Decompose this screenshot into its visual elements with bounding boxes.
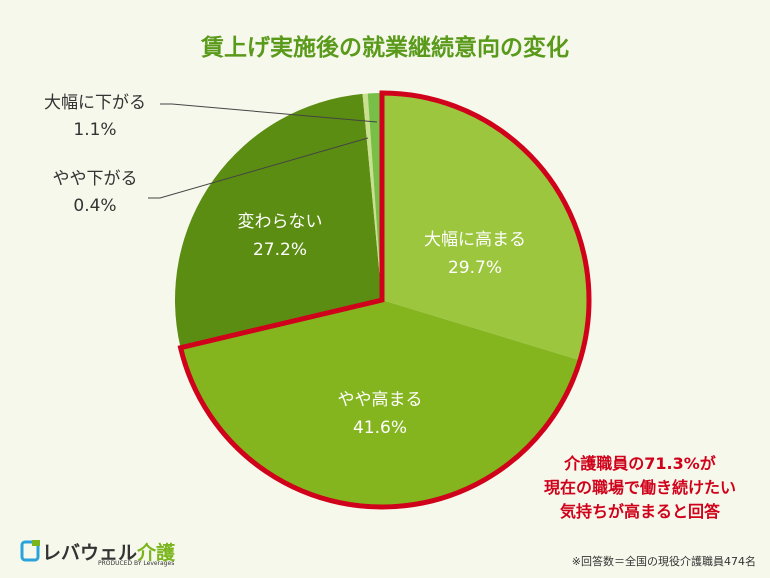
chart-title: 賃上げ実施後の就業継続意向の変化: [201, 35, 569, 61]
pie-slice-3: [362, 93, 382, 301]
logo: レバウェル 介護 PRODUCED BY Leverages: [20, 538, 176, 567]
slice-label-3: やや下がる 0.4%: [52, 169, 138, 216]
logo-icon: [20, 539, 40, 561]
leader-line-3: [148, 137, 369, 199]
logo-text: レバウェル: [42, 542, 138, 564]
footnote: ※回答数＝全国の現役介護職員474名: [571, 555, 756, 568]
leader-line-4: [160, 103, 378, 123]
highlight-outline: [177, 90, 592, 510]
pie-slice-0: [382, 93, 589, 361]
slice-label-2: 変わらない 27.2%: [237, 212, 323, 260]
pie-slice-1: [180, 300, 581, 507]
slice-label-0: 大幅に高まる 29.7%: [424, 230, 526, 278]
pie-slice-2: [174, 93, 382, 348]
logo-sub: PRODUCED BY Leverages: [98, 560, 175, 567]
slice-label-4: 大幅に下がる 1.1%: [44, 93, 146, 140]
pie-slice-4: [367, 93, 382, 300]
logo-accent: 介護: [137, 542, 176, 564]
slice-label-1: やや高まる 41.6%: [337, 390, 423, 438]
annotation: 介護職員の71.3%が 現在の職場で働き続けたい 気持ちが高まると回答: [543, 454, 736, 521]
